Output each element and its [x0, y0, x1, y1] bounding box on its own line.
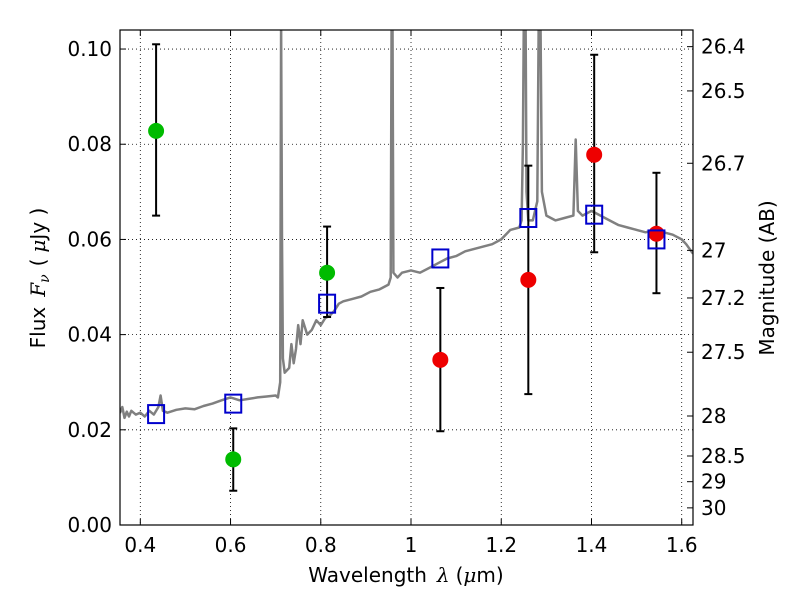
y-axis-label: FluxFν(μJy )	[26, 208, 53, 349]
data-point	[148, 122, 165, 139]
data-point	[432, 351, 449, 368]
data-point	[319, 264, 336, 281]
spectrum-line	[120, 30, 693, 420]
data-point	[586, 146, 603, 163]
x-tick-label: 0.6	[215, 533, 247, 557]
magnitude-tick-label: 26.4	[701, 35, 746, 59]
magnitude-tick-label: 28.5	[701, 444, 746, 468]
magnitude-tick-label: 28	[701, 404, 726, 428]
y-tick-label: 0.08	[67, 132, 112, 156]
spectrum-layer	[120, 30, 693, 420]
error-bars	[152, 43, 661, 492]
model-square	[224, 393, 243, 414]
magnitude-tick-label: 26.5	[701, 79, 746, 103]
y-tick-label: 0.06	[67, 227, 112, 251]
magnitude-tick-label: 27.2	[701, 286, 746, 310]
model-square	[147, 404, 166, 425]
data-markers	[147, 122, 666, 468]
model-square	[647, 229, 666, 250]
magnitude-tick-label: 30	[701, 496, 726, 520]
x-ticks: 0.4 0.6 0.8 1 1.2 1.4 1.6	[124, 30, 698, 557]
magnitude-tick-label: 27	[701, 238, 726, 262]
y-tick-label: 0.04	[67, 323, 112, 347]
magnitude-tick-label: 26.7	[701, 151, 746, 175]
x-tick-label: 1.2	[485, 533, 517, 557]
data-point	[225, 451, 242, 468]
plot-frame	[119, 29, 694, 526]
x-axis-label: Wavelength λ (μm)	[308, 563, 503, 587]
y-ticks: 0.00 0.02 0.04 0.06 0.08 0.10	[67, 37, 126, 537]
model-square	[431, 248, 450, 269]
x-tick-label: 0.4	[124, 533, 156, 557]
model-square	[519, 208, 538, 229]
grid-lines	[120, 30, 693, 526]
data-point	[520, 271, 537, 288]
y-tick-label: 0.10	[67, 37, 112, 61]
y2-axis-label: Magnitude (AB)	[755, 200, 779, 355]
model-square	[318, 293, 337, 314]
x-tick-label: 1.4	[576, 533, 608, 557]
x-tick-label: 1.6	[666, 533, 698, 557]
y-tick-label: 0.02	[67, 418, 112, 442]
model-square	[585, 204, 604, 225]
y-tick-label: 0.00	[67, 513, 112, 537]
x-tick-label: 1	[405, 533, 418, 557]
x-tick-label: 0.8	[305, 533, 337, 557]
magnitude-tick-label: 27.5	[701, 340, 746, 364]
magnitude-tick-label: 29	[701, 470, 726, 494]
data-point	[648, 225, 665, 242]
